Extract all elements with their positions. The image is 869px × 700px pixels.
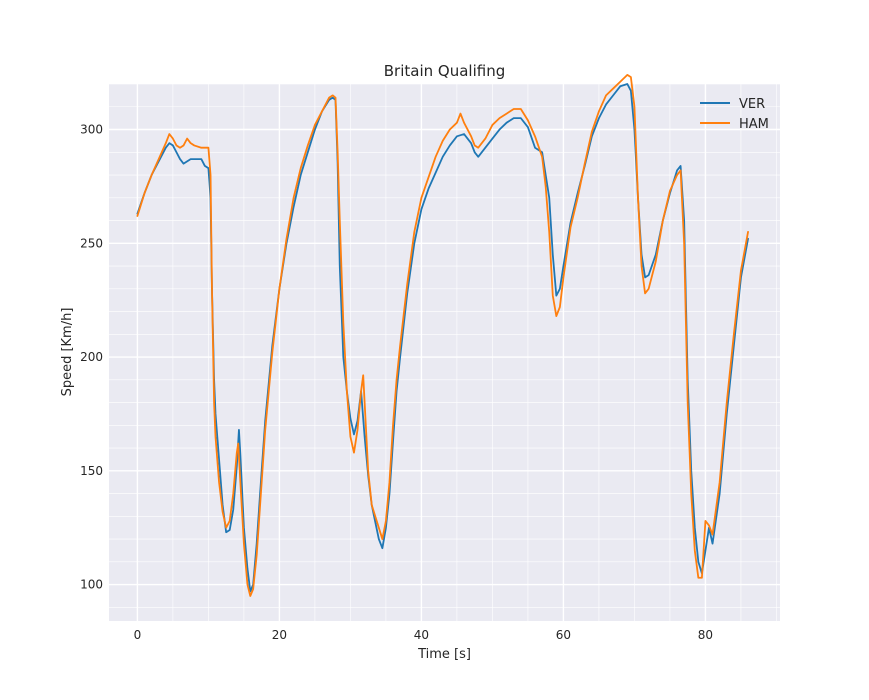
x-tick-label: 80 bbox=[698, 628, 713, 642]
x-tick-labels: 0 20 40 60 80 bbox=[134, 628, 714, 642]
legend-label-ham: HAM bbox=[739, 117, 769, 132]
y-tick-label: 150 bbox=[80, 464, 103, 478]
plot-background bbox=[109, 84, 780, 621]
x-tick-label: 20 bbox=[272, 628, 287, 642]
y-tick-label: 200 bbox=[80, 350, 103, 364]
chart-title: Britain Qualifing bbox=[384, 62, 505, 80]
y-tick-label: 300 bbox=[80, 123, 103, 137]
y-tick-labels: 100 150 200 250 300 bbox=[80, 123, 103, 592]
y-tick-label: 250 bbox=[80, 236, 103, 250]
series-line-ham bbox=[136, 74, 749, 597]
x-tick-label: 60 bbox=[556, 628, 571, 642]
y-tick-label: 100 bbox=[80, 578, 103, 592]
x-tick-label: 0 bbox=[134, 628, 142, 642]
y-axis-label: Speed [Km/h] bbox=[60, 308, 75, 397]
x-axis-label: Time [s] bbox=[417, 647, 471, 662]
series-lines bbox=[136, 74, 749, 597]
legend-label-ver: VER bbox=[739, 97, 765, 112]
legend: VER HAM bbox=[700, 97, 769, 132]
x-tick-label: 40 bbox=[414, 628, 429, 642]
